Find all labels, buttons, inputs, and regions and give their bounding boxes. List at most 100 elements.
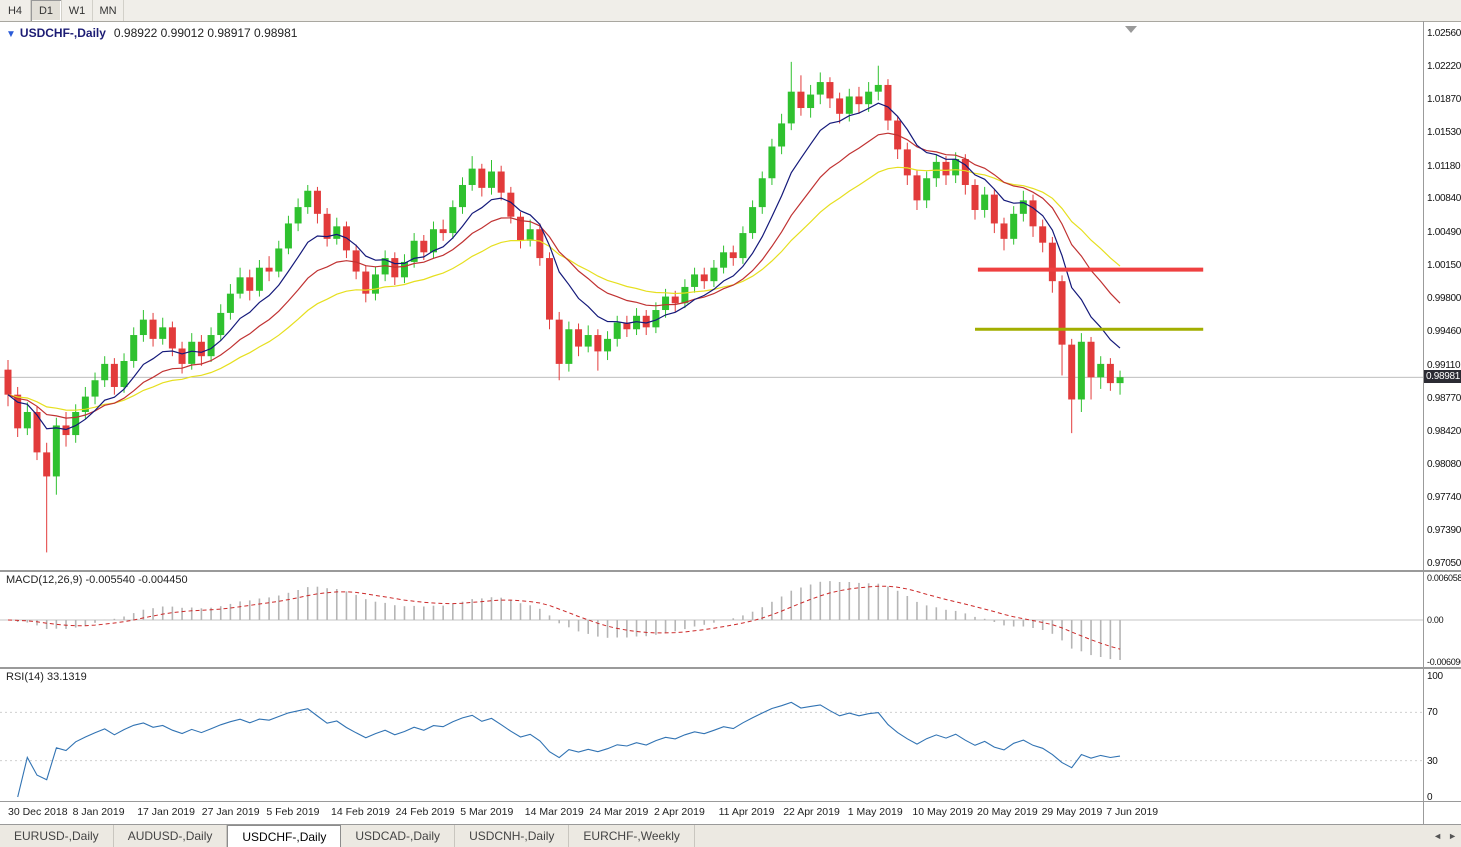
chart-tab-usdcnh-daily[interactable]: USDCNH-,Daily xyxy=(455,825,570,847)
candle xyxy=(4,369,12,395)
candle xyxy=(855,96,863,105)
price-axis-label: 1.02220 xyxy=(1427,60,1461,72)
date-axis-label: 10 May 2019 xyxy=(912,806,974,818)
candle xyxy=(1097,363,1105,378)
candle xyxy=(149,319,157,339)
candle xyxy=(874,84,882,92)
price-axis-label: 1.01870 xyxy=(1427,94,1461,106)
candle xyxy=(110,363,118,387)
rsi-label: RSI(14) 33.1319 xyxy=(6,671,87,683)
candle xyxy=(749,207,757,234)
candle xyxy=(507,192,515,217)
price-axis-label: 0.99110 xyxy=(1427,359,1461,371)
candle xyxy=(768,146,776,179)
price-axis-label: 0.98420 xyxy=(1427,426,1461,438)
price-axis-label: 1.00150 xyxy=(1427,259,1461,271)
date-axis-label: 11 Apr 2019 xyxy=(718,806,775,818)
rsi-indicator-canvas[interactable] xyxy=(0,669,1423,801)
candle xyxy=(604,338,612,352)
candle xyxy=(81,396,89,412)
macd-indicator-canvas[interactable] xyxy=(0,572,1423,667)
price-axis-label: 1.01530 xyxy=(1427,127,1461,139)
candle xyxy=(913,175,921,201)
pane-separator[interactable] xyxy=(0,667,1461,669)
candle xyxy=(826,82,834,99)
candle xyxy=(217,312,225,336)
candle xyxy=(642,315,650,328)
chart-title: ▼ USDCHF-,Daily 0.98922 0.99012 0.98917 0.… xyxy=(6,26,297,40)
candle xyxy=(1068,344,1076,400)
candle xyxy=(478,168,486,188)
candle xyxy=(942,161,950,176)
candle xyxy=(178,348,186,364)
candle xyxy=(468,168,476,185)
price-axis-label: 0.99800 xyxy=(1427,293,1461,305)
candle xyxy=(159,327,167,339)
ma-line-mid xyxy=(7,132,1121,419)
date-axis-label: 8 Jan 2019 xyxy=(72,806,125,818)
timeframe-button-d1[interactable]: D1 xyxy=(31,0,62,21)
candle xyxy=(323,213,331,239)
candle xyxy=(971,184,979,210)
candle xyxy=(729,252,737,259)
date-axis-label: 5 Mar 2019 xyxy=(460,806,514,818)
date-axis-label: 14 Feb 2019 xyxy=(331,806,390,818)
chart-tab-usdcad-daily[interactable]: USDCAD-,Daily xyxy=(341,825,456,847)
price-axis-label: 0.98770 xyxy=(1427,392,1461,404)
tab-scroll-left-icon[interactable]: ◄ xyxy=(1433,831,1443,841)
candle xyxy=(429,229,437,253)
candle xyxy=(952,159,960,176)
candle xyxy=(449,207,457,234)
chart-tab-bar: EURUSD-,Daily AUDUSD-,Daily USDCHF-,Daily U… xyxy=(0,824,1461,847)
candle xyxy=(981,194,989,210)
candle xyxy=(594,335,602,352)
candle xyxy=(758,178,766,208)
tab-scroll-right-icon[interactable]: ► xyxy=(1448,831,1457,841)
support-line xyxy=(975,327,1204,331)
rsi-line xyxy=(17,701,1121,798)
candle xyxy=(652,310,660,328)
chart-tab-usdchf-daily[interactable]: USDCHF-,Daily xyxy=(227,825,342,847)
timeframe-button-h4[interactable]: H4 xyxy=(0,0,31,21)
macd-axis-label: 0.00 xyxy=(1427,615,1444,625)
candle xyxy=(517,216,525,241)
chart-tab-eurchf-weekly[interactable]: EURCHF-,Weekly xyxy=(569,825,695,847)
date-axis-label: 1 May 2019 xyxy=(847,806,903,818)
chart-tab-audusd-daily[interactable]: AUDUSD-,Daily xyxy=(114,825,228,847)
candle xyxy=(623,322,631,330)
candle xyxy=(23,411,31,429)
candle xyxy=(1010,213,1018,239)
candle xyxy=(1077,341,1085,400)
ma-line-slow xyxy=(7,166,1121,411)
candle xyxy=(700,274,708,282)
candle xyxy=(362,271,370,294)
timeframe-button-w1[interactable]: W1 xyxy=(62,0,93,21)
date-axis-label: 14 Mar 2019 xyxy=(524,806,584,818)
candle xyxy=(526,229,534,241)
macd-signal-line xyxy=(7,585,1121,650)
date-axis-label: 5 Feb 2019 xyxy=(266,806,320,818)
chart-tab-eurusd-daily[interactable]: EURUSD-,Daily xyxy=(0,825,114,847)
price-chart-canvas[interactable] xyxy=(0,21,1423,570)
date-axis-label: 27 Jan 2019 xyxy=(201,806,260,818)
timeframe-button-mn[interactable]: MN xyxy=(93,0,124,21)
candle xyxy=(304,190,312,208)
candle xyxy=(207,335,215,357)
candle xyxy=(246,277,254,291)
candle xyxy=(52,425,60,477)
date-axis-label: 2 Apr 2019 xyxy=(654,806,705,818)
candle xyxy=(633,315,641,330)
candle xyxy=(787,91,795,124)
candle xyxy=(1019,200,1027,214)
price-axis-label: 0.99460 xyxy=(1427,326,1461,338)
candle xyxy=(72,411,80,436)
rsi-axis-label: 70 xyxy=(1427,707,1438,719)
rsi-axis-label: 0 xyxy=(1427,792,1433,803)
symbol-name: USDCHF-,Daily xyxy=(19,26,106,40)
candle xyxy=(1106,363,1114,384)
price-axis-label: 0.97740 xyxy=(1427,491,1461,503)
price-axis-label: 0.97390 xyxy=(1427,525,1461,537)
pane-separator[interactable] xyxy=(0,570,1461,572)
candle xyxy=(1039,226,1047,243)
candle xyxy=(168,327,176,349)
